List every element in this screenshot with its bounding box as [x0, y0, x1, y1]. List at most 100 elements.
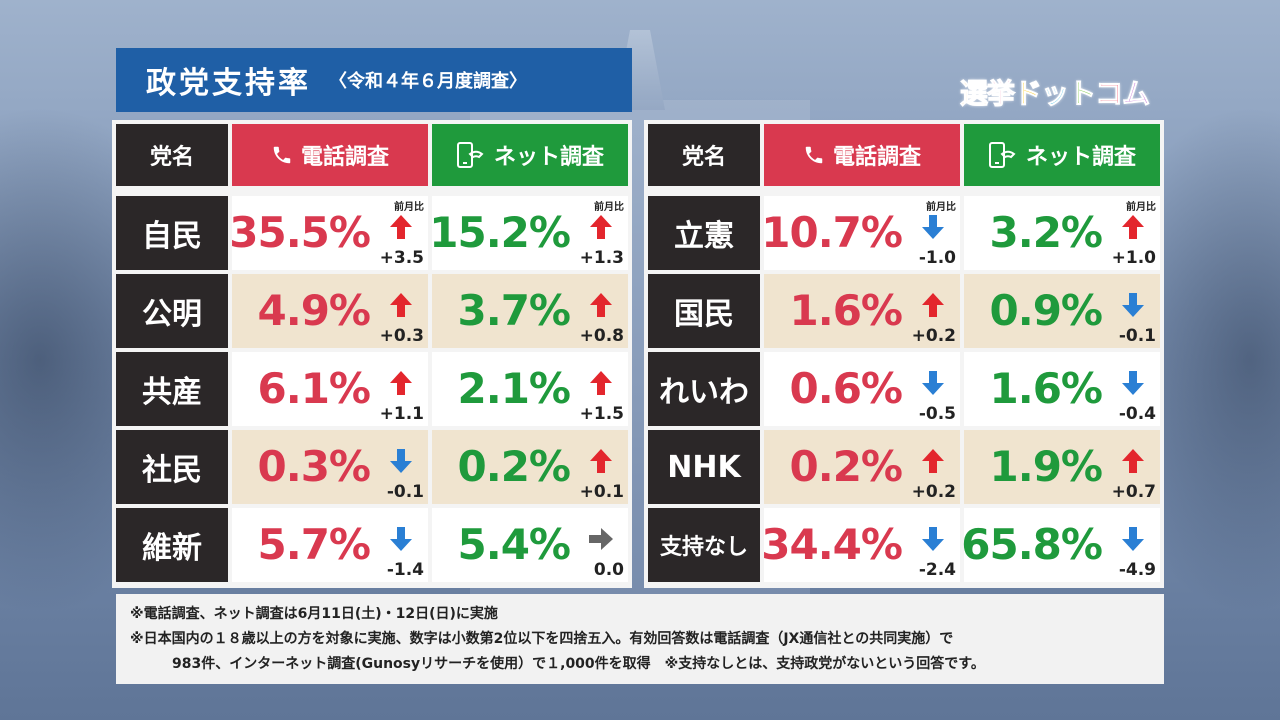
net-survey-cell: 1.9% +0.7: [964, 430, 1160, 504]
phone-delta: -0.5: [918, 404, 956, 424]
page-title: 政党支持率: [146, 66, 311, 101]
header-phone-survey: 電話調査: [764, 124, 960, 186]
party-name: 公明: [116, 274, 228, 348]
month-over-month-label: 前月比: [394, 202, 424, 213]
down-arrow-icon: [920, 214, 946, 240]
phone-percentage: 5.7%: [257, 520, 371, 569]
net-percentage: 65.8%: [961, 520, 1103, 569]
up-arrow-icon: [1120, 448, 1146, 474]
month-over-month-label: 前月比: [594, 202, 624, 213]
phone-survey-cell: 6.1% +1.1: [232, 352, 428, 426]
party-name: NHK: [648, 430, 760, 504]
net-survey-cell: 5.4% 0.0: [432, 508, 628, 582]
footnotes: ※電話調査、ネット調査は6月11日(土)・12日(日)に実施 ※日本国内の１８歳…: [116, 594, 1164, 684]
table-row: 社民 0.3% -0.1 0.2% +0.1: [112, 430, 632, 506]
phone-percentage: 0.2%: [789, 442, 903, 491]
party-name: 維新: [116, 508, 228, 582]
net-percentage: 15.2%: [429, 208, 571, 257]
phone-survey-cell: 35.5% 前月比 +3.5: [229, 196, 428, 270]
table-row: 維新 5.7% -1.4 5.4% 0.0: [112, 508, 632, 584]
net-percentage: 1.9%: [989, 442, 1103, 491]
down-arrow-icon: [388, 526, 414, 552]
up-arrow-icon: [388, 370, 414, 396]
net-delta: +0.8: [579, 326, 624, 346]
month-over-month-label: 前月比: [926, 202, 956, 213]
party-name: れいわ: [648, 352, 760, 426]
title-banner: 政党支持率 〈令和４年６月度調査〉: [116, 48, 632, 112]
down-arrow-icon: [1120, 292, 1146, 318]
table-row: 自民 35.5% 前月比 +3.5 15.2% 前月比 +1.3: [112, 196, 632, 272]
phone-survey-cell: 0.6% -0.5: [764, 352, 960, 426]
net-delta: +0.1: [579, 482, 624, 502]
phone-survey-cell: 5.7% -1.4: [232, 508, 428, 582]
smartphone-icon: [456, 142, 486, 168]
up-arrow-icon: [920, 292, 946, 318]
smartphone-icon: [988, 142, 1018, 168]
net-survey-cell: 3.2% 前月比 +1.0: [964, 196, 1160, 270]
net-percentage: 0.2%: [457, 442, 571, 491]
phone-survey-cell: 0.2% +0.2: [764, 430, 960, 504]
page-subtitle: 〈令和４年６月度調査〉: [329, 71, 527, 92]
net-survey-cell: 2.1% +1.5: [432, 352, 628, 426]
footnote-line: 983件、インターネット調査(Gunosyリサーチを使用）で１,000件を取得 …: [172, 656, 985, 672]
phone-delta: +3.5: [379, 248, 424, 268]
down-arrow-icon: [920, 370, 946, 396]
net-delta: -0.1: [1118, 326, 1156, 346]
phone-icon: [271, 144, 293, 166]
net-survey-cell: 15.2% 前月比 +1.3: [429, 196, 628, 270]
phone-percentage: 34.4%: [761, 520, 903, 569]
net-percentage: 0.9%: [989, 286, 1103, 335]
net-survey-cell: 1.6% -0.4: [964, 352, 1160, 426]
down-arrow-icon: [1120, 370, 1146, 396]
phone-delta: +0.3: [379, 326, 424, 346]
footnote-line: ※電話調査、ネット調査は6月11日(土)・12日(日)に実施: [130, 606, 498, 622]
up-arrow-icon: [388, 292, 414, 318]
down-arrow-icon: [388, 448, 414, 474]
phone-delta: +1.1: [379, 404, 424, 424]
phone-percentage: 35.5%: [229, 208, 371, 257]
header-party-name: 党名: [116, 124, 228, 186]
net-percentage: 2.1%: [457, 364, 571, 413]
phone-survey-cell: 4.9% +0.3: [232, 274, 428, 348]
up-arrow-icon: [920, 448, 946, 474]
up-arrow-icon: [388, 214, 414, 240]
net-delta: +1.3: [579, 248, 624, 268]
net-survey-cell: 3.7% +0.8: [432, 274, 628, 348]
table-row: 支持なし 34.4% -2.4 65.8% -4.9: [644, 508, 1164, 584]
phone-delta: -1.0: [918, 248, 956, 268]
net-survey-cell: 0.9% -0.1: [964, 274, 1160, 348]
month-over-month-label: 前月比: [1126, 202, 1156, 213]
table-row: 公明 4.9% +0.3 3.7% +0.8: [112, 274, 632, 350]
phone-delta: -2.4: [918, 560, 956, 580]
net-survey-cell: 65.8% -4.9: [961, 508, 1160, 582]
up-arrow-icon: [588, 292, 614, 318]
down-arrow-icon: [1120, 526, 1146, 552]
party-name: 支持なし: [648, 508, 760, 582]
phone-percentage: 4.9%: [257, 286, 371, 335]
phone-delta: +0.2: [911, 482, 956, 502]
table-row: NHK 0.2% +0.2 1.9% +0.7: [644, 430, 1164, 506]
party-name: 国民: [648, 274, 760, 348]
senkyo-dotcom-logo: 選 挙 ド ッ ト コ ム: [959, 77, 1150, 111]
footnote-line: ※日本国内の１８歳以上の方を対象に実施、数字は小数第2位以下を四捨五入。有効回答…: [130, 631, 954, 647]
phone-delta: -0.1: [386, 482, 424, 502]
table-row: れいわ 0.6% -0.5 1.6% -0.4: [644, 352, 1164, 428]
phone-survey-cell: 10.7% 前月比 -1.0: [761, 196, 960, 270]
phone-percentage: 10.7%: [761, 208, 903, 257]
net-delta: +1.5: [579, 404, 624, 424]
phone-survey-cell: 34.4% -2.4: [761, 508, 960, 582]
net-delta: 0.0: [593, 560, 624, 580]
header-net-survey: ネット調査: [432, 124, 628, 186]
net-percentage: 3.2%: [989, 208, 1103, 257]
party-name: 自民: [116, 196, 228, 270]
down-arrow-icon: [920, 526, 946, 552]
right-table: 党名 電話調査 ネット調査 立憲 10.7% 前月比 -1.0 3.2% 前月比 +1.0 国…: [644, 120, 1164, 588]
net-survey-cell: 0.2% +0.1: [432, 430, 628, 504]
up-arrow-icon: [588, 370, 614, 396]
left-table: 党名 電話調査 ネット調査 自民 35.5% 前月比 +3.5 15.2% 前月比 +1.3…: [112, 120, 632, 588]
net-delta: +1.0: [1111, 248, 1156, 268]
net-percentage: 1.6%: [989, 364, 1103, 413]
party-name: 立憲: [648, 196, 760, 270]
phone-survey-cell: 1.6% +0.2: [764, 274, 960, 348]
phone-percentage: 0.3%: [257, 442, 371, 491]
